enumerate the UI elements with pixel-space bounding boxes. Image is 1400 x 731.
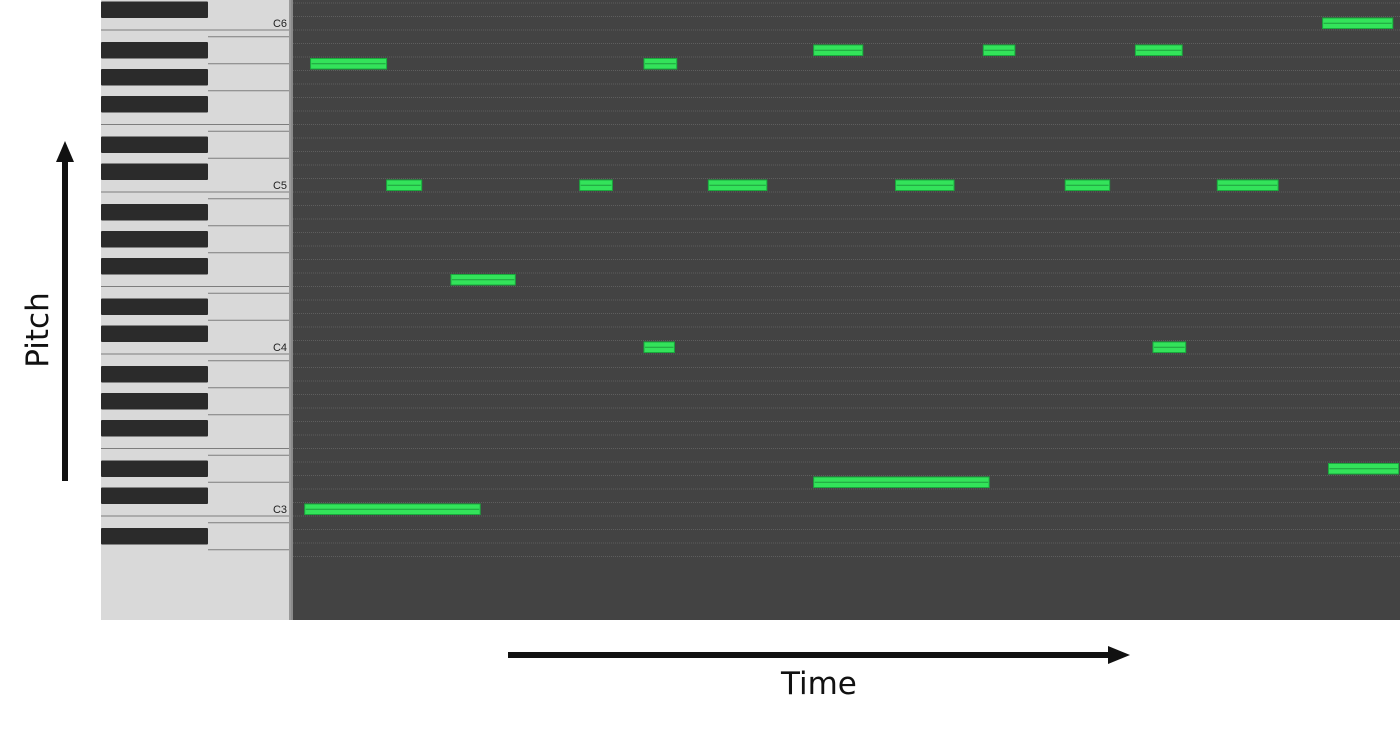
black-key[interactable] (101, 204, 208, 221)
note-9[interactable] (813, 476, 990, 488)
note-16[interactable] (1322, 17, 1394, 29)
time-axis-label: Time (781, 666, 857, 702)
octave-label: C6 (273, 18, 287, 30)
note-6[interactable] (643, 341, 675, 353)
octave-label: C3 (273, 504, 287, 516)
black-key[interactable] (101, 298, 208, 316)
black-key[interactable] (101, 393, 208, 410)
note-13[interactable] (1134, 44, 1183, 56)
note-5[interactable] (643, 58, 678, 70)
black-key[interactable] (101, 325, 208, 343)
note-15[interactable] (1216, 179, 1279, 191)
note-3[interactable] (450, 274, 516, 286)
black-key[interactable] (101, 258, 208, 275)
black-key[interactable] (101, 1, 208, 19)
black-key[interactable] (101, 231, 208, 248)
black-key[interactable] (101, 366, 208, 383)
pitch-axis-label: Pitch (20, 292, 56, 368)
note-grid (293, 2, 1400, 557)
note-8[interactable] (813, 44, 864, 56)
note-10[interactable] (895, 179, 955, 191)
note-17[interactable] (1327, 463, 1400, 475)
black-key[interactable] (101, 487, 208, 505)
piano-keys: C6 C5 C4 C3 (101, 0, 291, 620)
black-key[interactable] (101, 163, 208, 181)
black-key[interactable] (101, 42, 208, 59)
note-1[interactable] (310, 58, 388, 70)
octave-label: C4 (273, 342, 287, 354)
black-key[interactable] (101, 420, 208, 437)
time-arrow (508, 646, 1130, 664)
note-7[interactable] (707, 179, 768, 191)
octave-label: C5 (273, 180, 287, 192)
note-0[interactable] (304, 503, 481, 515)
pitch-arrow (56, 141, 74, 481)
black-key[interactable] (101, 96, 208, 113)
piano-keyboard: C6 C5 C4 C3 (101, 0, 291, 620)
black-key[interactable] (101, 528, 208, 545)
piano-roll-grid (291, 0, 1400, 620)
black-key[interactable] (101, 136, 208, 154)
note-14[interactable] (1152, 341, 1187, 353)
note-4[interactable] (579, 179, 613, 191)
black-key[interactable] (101, 69, 208, 86)
note-11[interactable] (982, 44, 1016, 56)
note-2[interactable] (386, 179, 423, 191)
note-12[interactable] (1064, 179, 1111, 191)
black-key[interactable] (101, 460, 208, 478)
